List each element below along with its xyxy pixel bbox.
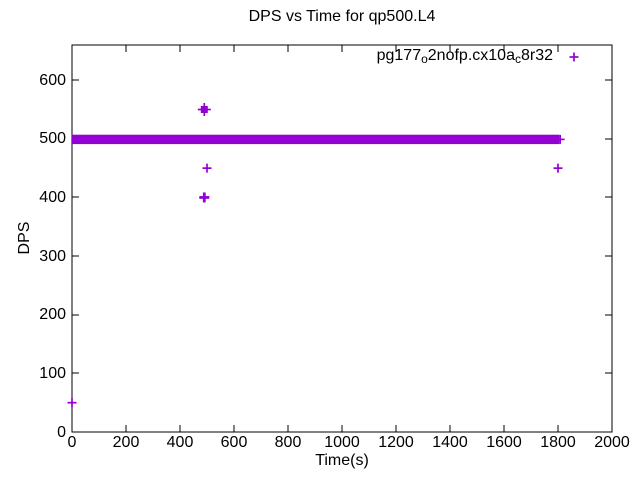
legend-label-segment: 8r32 <box>520 47 553 64</box>
plot-border <box>71 44 613 433</box>
y-tick-label: 500 <box>39 130 66 148</box>
data-band <box>72 134 560 145</box>
legend-label: pg177o2nofp.cx10ac8r32 <box>376 47 553 66</box>
data-point-cluster <box>200 106 208 113</box>
x-tick-label: 2000 <box>594 434 630 451</box>
legend-label-subscript: c <box>514 52 521 66</box>
legend-label-subscript: o <box>421 52 428 66</box>
y-tick-label: 300 <box>39 247 66 265</box>
legend-label-segment: 2nofp.cx10a <box>427 47 515 64</box>
x-tick-label: 1600 <box>486 434 522 451</box>
x-tick-label: 1400 <box>432 434 468 451</box>
x-tick-label: 1200 <box>378 434 414 451</box>
x-tick-label: 200 <box>112 434 140 451</box>
x-tick-label: 0 <box>67 434 77 451</box>
x-tick-label: 800 <box>274 434 302 451</box>
y-tick-label: 400 <box>39 188 66 206</box>
legend: pg177o2nofp.cx10ac8r32 <box>376 47 553 66</box>
x-tick-label: 400 <box>166 434 194 451</box>
x-tick-label: 600 <box>220 434 248 451</box>
x-tick-label: 1800 <box>540 434 576 451</box>
legend-label-segment: pg177 <box>376 47 422 64</box>
x-axis-label: Time(s) <box>315 452 369 469</box>
y-axis-label: DPS <box>16 221 33 255</box>
y-tick-label: 100 <box>39 364 66 382</box>
y-tick-label: 600 <box>39 71 66 89</box>
x-tick-label: 1000 <box>324 434 360 451</box>
chart-title: DPS vs Time for qp500.L4 <box>248 8 436 25</box>
y-tick-label: 200 <box>39 306 66 324</box>
y-tick-label: 0 <box>57 423 66 441</box>
